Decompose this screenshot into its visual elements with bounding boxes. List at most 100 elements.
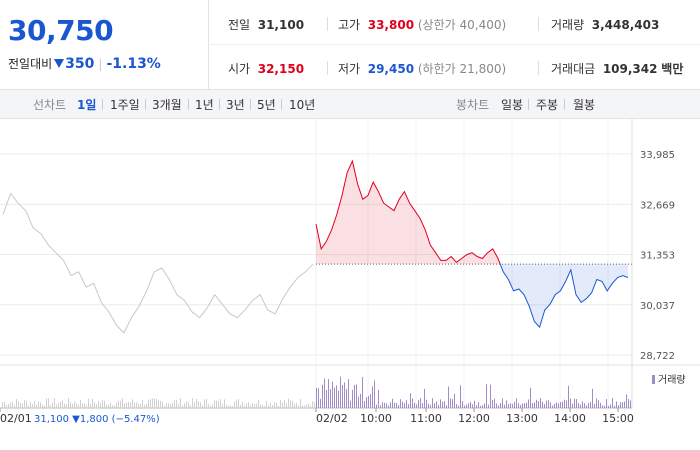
volume-bar (518, 403, 519, 408)
volume-bar (346, 388, 347, 408)
tab-3y[interactable]: 3년 (226, 98, 245, 112)
volume-bar (360, 393, 361, 408)
divider: | (98, 57, 103, 71)
volume-bar (186, 401, 187, 408)
volume-bar (364, 401, 365, 408)
volume-bar (224, 399, 225, 408)
upper-limit: (상한가 40,400) (417, 18, 507, 32)
volume-bar (598, 400, 599, 408)
tab-1w[interactable]: 1주일 (110, 98, 140, 112)
tab-1y[interactable]: 1년 (195, 98, 214, 112)
y-tick-label: 28,722 (640, 351, 675, 362)
volume-bar (102, 399, 103, 408)
volume-bar (44, 405, 45, 408)
volume-bar (596, 398, 597, 408)
volume-bar (100, 402, 101, 408)
volume-bar (258, 399, 259, 408)
volume-bar (116, 402, 117, 408)
volume-bar (230, 405, 231, 408)
volume-bar (496, 403, 497, 408)
stat-value: 29,450 (367, 62, 415, 76)
volume-bar (522, 403, 523, 408)
volume-bar (168, 403, 169, 408)
stat-unit: 백만 (661, 62, 684, 76)
tab-3m[interactable]: 3개월 (152, 98, 182, 112)
volume-bar (332, 381, 333, 408)
volume-bar (164, 405, 165, 408)
volume-bar (152, 398, 153, 408)
volume-bar (150, 399, 151, 408)
volume-bar (120, 400, 121, 408)
volume-bar (620, 402, 621, 408)
volume-bar (2, 402, 3, 408)
current-price: 30,750 (8, 14, 114, 47)
volume-bar (240, 404, 241, 408)
volume-bar (80, 399, 81, 408)
volume-bar (212, 404, 213, 408)
volume-bar (512, 403, 513, 408)
volume-bar (476, 405, 477, 408)
volume-bar (28, 405, 29, 408)
volume-bar (216, 400, 217, 408)
stats-row-divider (208, 44, 700, 45)
volume-bar (296, 403, 297, 408)
volume-bar (462, 401, 463, 408)
volume-bar (178, 403, 179, 408)
volume-bar (264, 405, 265, 408)
volume-bar (576, 399, 577, 408)
tab-monthly[interactable]: 월봉 (573, 98, 596, 112)
volume-bar (146, 403, 147, 408)
volume-bar (222, 404, 223, 408)
volume-bar (298, 405, 299, 408)
volume-bar (430, 404, 431, 408)
volume-bar (584, 403, 585, 408)
volume-bar (328, 378, 329, 408)
volume-bar (278, 405, 279, 408)
volume-bar (416, 404, 417, 408)
volume-bar (74, 401, 75, 408)
stat-label: 고가 (338, 18, 361, 32)
divider (528, 99, 529, 110)
volume-bar (452, 399, 453, 408)
volume-bar (402, 401, 403, 408)
volume-bar (112, 405, 113, 408)
volume-bar (236, 399, 237, 408)
divider (102, 99, 103, 110)
volume-bar (114, 405, 115, 408)
volume-bar (144, 404, 145, 408)
prev-close: 31,100 (34, 414, 72, 425)
volume-bar (282, 402, 283, 408)
volume-bar (484, 403, 485, 408)
volume-bar (284, 400, 285, 408)
volume-bar (606, 399, 607, 408)
tab-daily[interactable]: 일봉 (501, 98, 524, 112)
volume-bar (206, 398, 207, 408)
volume-bar (400, 399, 401, 408)
volume-bar (624, 401, 625, 408)
volume-bar (368, 395, 369, 408)
volume-bar (618, 405, 619, 408)
x-tick-label: 02/02 (316, 412, 348, 425)
tab-weekly[interactable]: 주봉 (536, 98, 559, 112)
volume-bar (188, 402, 189, 408)
tab-5y[interactable]: 5년 (257, 98, 276, 112)
volume-bar (492, 399, 493, 408)
volume-bar (24, 399, 25, 408)
volume-bar (488, 404, 489, 408)
chart-grid (0, 119, 700, 409)
volume-bar (396, 402, 397, 408)
tab-1d[interactable]: 1일 (77, 98, 97, 112)
change-line: 전일대비 350 | -1.13% (8, 55, 161, 72)
volume-bar (356, 384, 357, 408)
volume-bar (388, 405, 389, 408)
stat-volume: 거래량 3,448,403 (551, 16, 659, 33)
tab-10y[interactable]: 10년 (289, 98, 316, 112)
volume-bar (610, 404, 611, 408)
volume-bar (568, 385, 569, 408)
volume-bar (358, 396, 359, 408)
volume-bar (390, 402, 391, 408)
volume-bar (294, 403, 295, 408)
volume-legend-label: 거래량 (658, 374, 686, 386)
y-axis: 33,985 32,669 31,353 30,037 28,722 (640, 150, 675, 362)
volume-bar (372, 386, 373, 408)
